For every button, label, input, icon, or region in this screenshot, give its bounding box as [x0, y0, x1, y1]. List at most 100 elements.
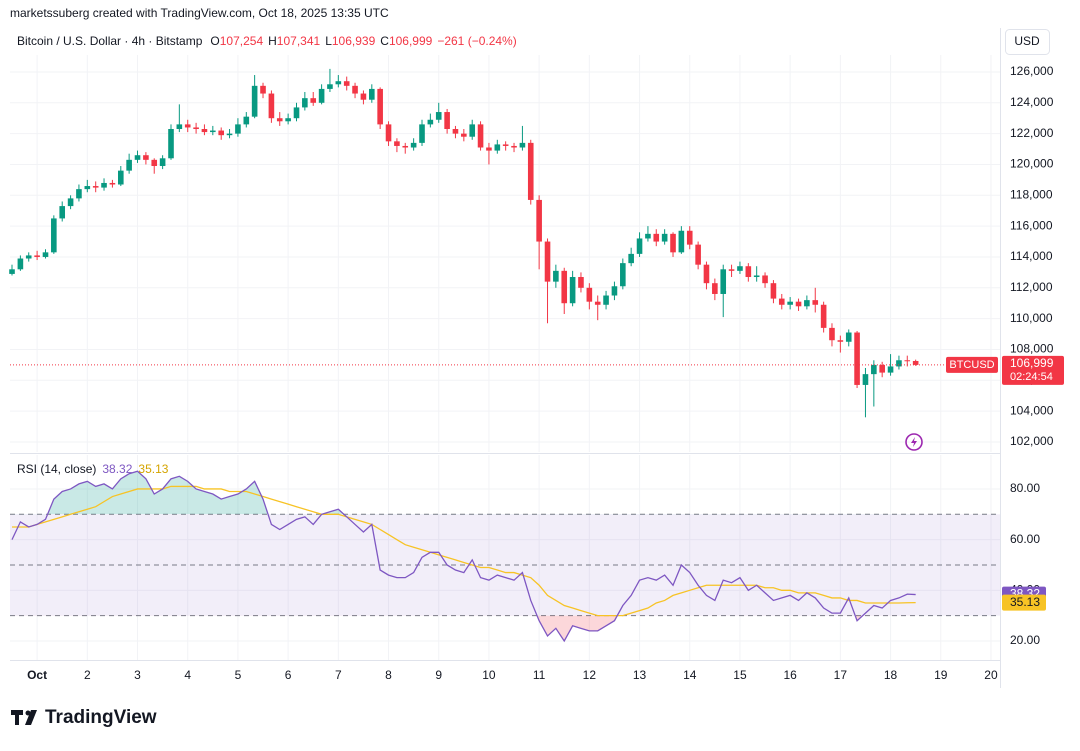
currency-label[interactable]: USD	[1014, 34, 1040, 48]
candle-body	[770, 283, 777, 299]
candle-body	[419, 124, 425, 143]
y-tick-label: 108,000	[1010, 342, 1054, 356]
candle-body	[871, 364, 877, 375]
logo-mark	[25, 710, 37, 725]
candle-body	[9, 269, 15, 274]
front-layer: Oct 2 3 4 5 6 7 8 9 10 11 12 13 14 15 16 17 18 19 20 102,000…	[27, 64, 1064, 682]
candle-body	[469, 124, 476, 137]
candle-body	[578, 277, 584, 288]
candle-body	[210, 130, 216, 133]
candle-body	[76, 189, 82, 199]
candle-body	[343, 81, 350, 86]
logo-mark	[11, 710, 23, 725]
candle-body	[745, 266, 752, 278]
x-tick-label: 8	[385, 668, 392, 682]
brand-name: TradingView	[45, 707, 157, 728]
candle-body	[527, 142, 534, 200]
candle-body	[335, 81, 342, 85]
candle-body	[594, 301, 601, 305]
value-badge	[1002, 594, 1046, 611]
ohlc-key: O	[210, 34, 219, 48]
rsi-ma-value: 35.13	[138, 462, 168, 476]
icon-bolt[interactable]	[911, 437, 917, 447]
symbol-badge	[946, 356, 998, 373]
icon-ring[interactable]	[905, 433, 923, 451]
ohlc-key: H	[268, 34, 277, 48]
y-tick-label: 110,000	[1010, 311, 1053, 325]
candle-body	[461, 133, 467, 137]
candle-body	[536, 199, 542, 242]
candle-body	[720, 269, 727, 294]
candle-body	[561, 270, 568, 304]
back-layer	[10, 55, 1000, 660]
candle-body	[251, 85, 258, 117]
candle-body	[477, 124, 484, 148]
ohlc-value: 107,341	[277, 34, 321, 48]
candle-body	[184, 124, 191, 128]
candle-body	[168, 129, 174, 159]
currency-button[interactable]	[1005, 29, 1050, 55]
x-tick-label: 9	[435, 668, 442, 682]
candle-body	[318, 88, 325, 103]
candle-body	[84, 186, 91, 190]
x-tick-label: Oct	[27, 668, 47, 682]
legend: Bitcoin / U.S. Dollar · 4h · Bitstamp O10…	[17, 34, 517, 48]
candle-body	[820, 304, 827, 328]
candle-body	[285, 118, 291, 122]
x-tick-label: 15	[733, 668, 747, 682]
y-tick-label: 124,000	[1010, 95, 1054, 109]
x-tick-label: 6	[285, 668, 292, 682]
x-tick-label: 10	[482, 668, 496, 682]
ohlc-value: 106,999	[389, 34, 433, 48]
snapshot-icon[interactable]	[905, 433, 923, 451]
candle-body	[352, 85, 358, 94]
candle-body	[829, 327, 835, 341]
candle-body	[804, 300, 810, 307]
x-tick-label: 7	[335, 668, 342, 682]
x-tick-label: 18	[884, 668, 898, 682]
y-tick-label: 102,000	[1010, 434, 1054, 448]
candle-body	[235, 124, 241, 134]
oversold-fill	[537, 615, 863, 641]
attribution: marketssuberg created with TradingView.c…	[10, 6, 389, 20]
candle-body	[628, 253, 634, 264]
candle-body	[444, 112, 450, 130]
y-tick-label: 114,000	[1010, 249, 1053, 263]
candle-body	[402, 145, 409, 148]
value-badge-label: 35.13	[1010, 595, 1040, 609]
candle-body	[620, 263, 626, 287]
y-tick-label: 126,000	[1010, 64, 1054, 78]
candle-body	[712, 283, 718, 294]
candle-body	[661, 233, 668, 242]
candle-body	[59, 206, 66, 219]
candle-body	[912, 360, 919, 365]
candle-body	[728, 269, 735, 271]
candle-body	[787, 301, 793, 305]
symbol-badge-label: BTCUSD	[949, 359, 994, 371]
x-tick-label: 13	[633, 668, 647, 682]
candle-body	[427, 119, 434, 125]
y-tick-label: 80.00	[1010, 481, 1040, 495]
candle-body	[670, 233, 676, 253]
candle-body	[394, 141, 400, 146]
price-badge	[1002, 355, 1064, 385]
y-tick-label: 116,000	[1010, 218, 1053, 232]
candle-body	[645, 233, 651, 239]
candle-body	[753, 275, 760, 278]
candle-body	[452, 129, 459, 134]
x-tick-label: 17	[834, 668, 848, 682]
y-tick-label: 104,000	[1010, 403, 1054, 417]
candle-body	[51, 218, 57, 253]
candle-body	[360, 93, 367, 100]
candle-body	[519, 142, 526, 148]
candle-body	[686, 230, 693, 245]
candle-body	[385, 124, 392, 142]
x-tick-label: 4	[184, 668, 191, 682]
candle-body	[896, 360, 902, 367]
ohlc-value: 106,939	[332, 34, 376, 48]
candle-body	[126, 159, 132, 171]
ohlc-value: 107,254	[220, 34, 264, 48]
candle-body	[134, 155, 141, 160]
